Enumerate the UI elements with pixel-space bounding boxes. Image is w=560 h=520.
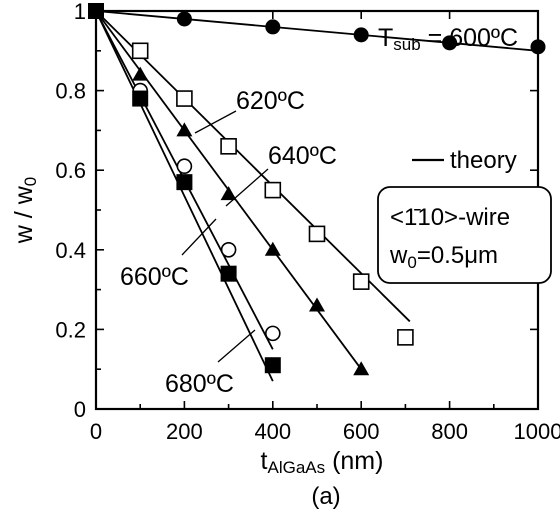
info-box-width-label: w0=0.5μm [389,242,498,272]
series-label-620: 620ºC [236,87,305,115]
y-tick-label: 0 [74,397,86,422]
x-tick-label: 0 [90,419,102,444]
x-tick-label: 600 [343,419,380,444]
data-point-filled-square [132,90,149,107]
data-point-filled-triangle [309,297,325,312]
y-tick-label: 0.4 [55,238,86,263]
series-label-660: 660ºC [120,263,189,291]
data-point-open-square [220,138,237,155]
x-tick-label: 800 [431,419,468,444]
y-axis-label-sub: 0 [21,177,40,186]
x-axis-label-unit: (nm) [325,447,383,475]
x-tick-label: 200 [166,419,203,444]
data-point-filled-triangle [220,186,237,201]
series-label-600: Tsub = 600ºC [378,24,518,54]
y-tick-label: 0.2 [55,317,86,342]
data-point-filled-circle [265,19,281,35]
info-box-wire-label: <1̄10>-wire [390,204,510,231]
series-label-rest: = 600ºC [421,24,518,52]
theory-line [95,10,274,382]
data-point-open-square [308,225,326,243]
x-tick-label: 1000 [514,419,560,444]
theory-line [95,10,539,52]
data-point-filled-triangle [176,122,193,137]
y-tick-label: 0.8 [55,79,86,104]
y-axis-label: w / w0 [10,177,40,244]
data-point-open-square [352,273,370,290]
y-tick-label: 1 [74,0,86,24]
data-point-filled-circle [176,11,192,27]
data-point-filled-circle [353,27,369,43]
data-point-filled-triangle [353,361,370,376]
x-axis-label-main: t [261,447,268,475]
x-tick-label: 400 [254,419,291,444]
theory-line [95,10,411,323]
x-axis-label-sub: AlGaAs [267,458,325,477]
axis-labels: tAlGaAs (nm)w / w0(a) [10,177,383,510]
info-box [377,186,552,284]
info-w-rest: =0.5μm [417,242,498,269]
series-annotations: 620ºC 640ºC 660ºC 680ºC Tsub = 600ºC theory <1… [120,24,552,398]
data-point-filled-circle [530,39,546,55]
data-point-filled-square [220,265,237,282]
data-point-open-square [397,329,414,346]
series-label-640: 640ºC [268,142,337,170]
data-point-open-circle [264,325,281,342]
data-point-filled-square [176,174,193,191]
info-w-sub: 0 [407,253,416,272]
annotation-leader-line [225,168,269,207]
data-point-open-square [264,181,282,199]
plot-axes: 0 200 400 600 800 1000 0 0.2 0.4 0.6 0.8 1 [55,0,560,444]
annotation-leader-line [181,218,217,256]
data-point-open-square [131,42,149,60]
data-markers [88,3,546,376]
data-point-open-square [176,90,193,107]
data-point-filled-circle [442,35,458,51]
data-point-filled-triangle [264,241,281,256]
data-point-open-circle [176,158,193,175]
x-axis-label: tAlGaAs (nm) [261,447,384,477]
data-point-filled-triangle [132,66,149,81]
info-w: w [389,242,408,269]
annotation-leader-line [194,110,237,134]
data-point-open-circle [220,242,237,258]
y-axis-label-main: w / w [10,185,38,244]
series-label-680: 680ºC [165,370,234,398]
legend-theory-label: theory [450,147,517,174]
data-point-filled-square [264,357,281,374]
y-tick-label: 0.6 [55,158,86,183]
data-point-filled-square [88,3,104,19]
annotation-leader-line [217,329,256,363]
series-label-sub: sub [393,35,420,54]
series-label-main: T [378,24,393,52]
panel-label: (a) [311,483,340,510]
